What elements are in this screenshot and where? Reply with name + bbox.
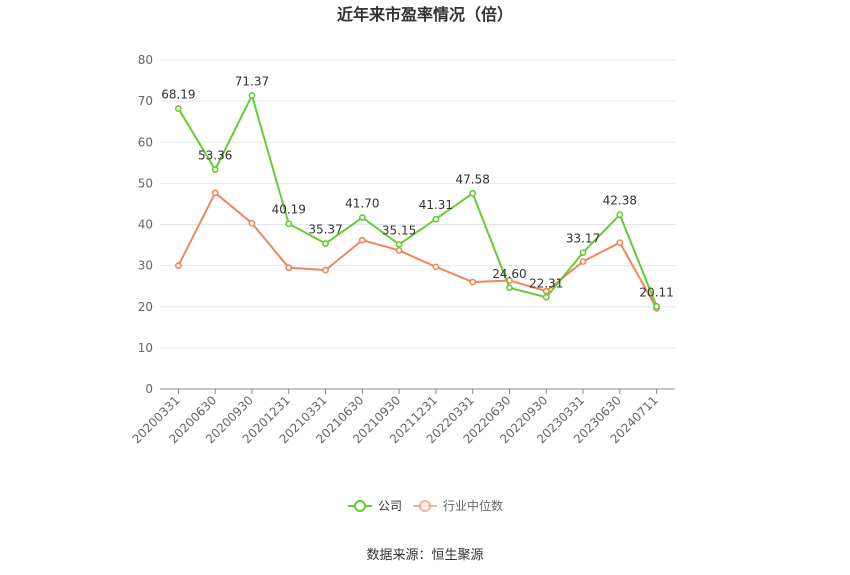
y-tick-label: 0	[145, 382, 153, 396]
y-tick-label: 40	[138, 218, 153, 232]
data-point[interactable]	[285, 220, 293, 228]
data-point[interactable]	[358, 214, 366, 221]
y-tick-label: 70	[138, 94, 153, 108]
data-point[interactable]	[358, 236, 366, 244]
data-label: 41.70	[345, 197, 379, 211]
legend-item-company[interactable]: 公司	[348, 499, 402, 513]
series-lines	[174, 92, 661, 312]
data-point[interactable]	[211, 166, 219, 173]
legend-industry-label: 行业中位数	[443, 498, 503, 513]
data-point[interactable]	[616, 239, 624, 246]
data-label: 71.37	[235, 74, 269, 88]
y-tick-label: 60	[138, 135, 153, 149]
data-point[interactable]	[211, 189, 219, 197]
legend-company-label: 公司	[378, 499, 402, 513]
legend-industry-marker-icon	[419, 500, 431, 512]
data-point[interactable]	[285, 264, 293, 272]
data-label: 41.31	[419, 198, 453, 212]
data-point[interactable]	[395, 247, 403, 254]
data-point[interactable]	[469, 278, 477, 286]
gridlines	[160, 59, 675, 349]
series-line-1	[177, 191, 658, 309]
legend-company-marker-icon	[354, 500, 366, 512]
y-axis: 0 10 20 30 40 50 60 70 80	[138, 53, 153, 396]
data-label: 35.15	[382, 223, 416, 237]
x-axis: 2020033120200630202009302020123120210331…	[129, 388, 675, 446]
data-label: 42.38	[603, 194, 637, 208]
y-tick-label: 30	[138, 259, 153, 273]
data-point[interactable]	[579, 249, 587, 256]
series-line-0	[177, 94, 658, 307]
data-point[interactable]	[579, 258, 587, 265]
y-tick-label: 50	[138, 176, 153, 190]
y-tick-label: 10	[138, 341, 153, 355]
legend: 公司 行业中位数	[348, 498, 503, 513]
data-point[interactable]	[248, 219, 256, 227]
data-label: 35.37	[308, 223, 342, 237]
y-tick-label: 20	[138, 300, 153, 314]
data-point[interactable]	[432, 215, 440, 223]
data-point[interactable]	[248, 92, 256, 99]
data-point[interactable]	[542, 293, 550, 301]
data-label: 68.19	[161, 88, 195, 102]
data-point[interactable]	[506, 284, 513, 292]
data-point[interactable]	[653, 302, 661, 310]
data-label: 47.58	[455, 172, 489, 186]
data-point[interactable]	[322, 240, 329, 247]
data-source-note: 数据来源：恒生聚源	[366, 548, 483, 563]
data-label: 22.31	[529, 276, 563, 290]
data-point[interactable]	[542, 287, 550, 295]
y-tick-label: 80	[138, 53, 153, 67]
data-point[interactable]	[432, 263, 440, 271]
data-point[interactable]	[395, 241, 403, 248]
data-point[interactable]	[616, 211, 624, 219]
chart-title: 近年来市盈率情况（倍）	[337, 5, 513, 24]
data-point[interactable]	[174, 262, 182, 270]
data-label: 40.19	[272, 203, 306, 217]
data-label: 20.11	[639, 285, 673, 299]
data-label: 33.17	[566, 232, 600, 246]
data-point[interactable]	[469, 189, 477, 197]
data-labels: 68.19 53.36 71.37 40.1935.3741.7035.1541.31…	[161, 74, 674, 299]
legend-item-industry-median[interactable]: 行业中位数	[413, 498, 503, 513]
data-label: 53.36	[198, 149, 232, 163]
data-point[interactable]	[322, 266, 329, 274]
data-point[interactable]	[174, 105, 182, 112]
data-label: 24.60	[492, 267, 526, 281]
